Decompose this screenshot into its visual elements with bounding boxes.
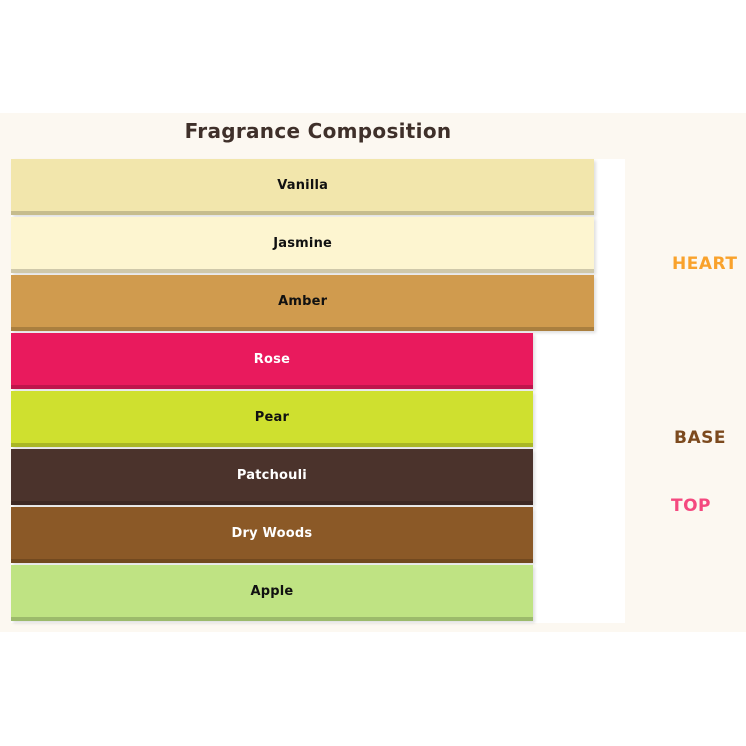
bar-apple: Apple [11, 565, 533, 621]
bar-label: Patchouli [236, 467, 307, 483]
bar-label: Dry Woods [231, 525, 313, 541]
bar-vanilla: Vanilla [11, 159, 595, 215]
bar-amber: Amber [11, 275, 595, 331]
bar-label: Apple [250, 583, 294, 599]
group-label-top: TOP [671, 496, 712, 516]
group-label-heart: HEART [672, 254, 738, 274]
chart-title: Fragrance Composition [184, 119, 452, 143]
plot-area: Vanilla Jasmine Amber Rose Pear Patchouli Dry … [11, 159, 625, 623]
bar-label: Amber [278, 293, 328, 309]
bar-label: Pear [254, 409, 290, 425]
bar-patchouli: Patchouli [11, 449, 533, 505]
group-label-base: BASE [674, 428, 726, 448]
bar-label: Vanilla [277, 177, 329, 193]
bar-label: Jasmine [273, 235, 333, 251]
bar-label: Rose [253, 351, 291, 367]
bar-jasmine: Jasmine [11, 217, 595, 273]
bar-dry-woods: Dry Woods [11, 507, 533, 563]
bar-pear: Pear [11, 391, 533, 447]
bar-rose: Rose [11, 333, 533, 389]
bars-container: Vanilla Jasmine Amber Rose Pear Patchouli Dry … [11, 159, 625, 621]
